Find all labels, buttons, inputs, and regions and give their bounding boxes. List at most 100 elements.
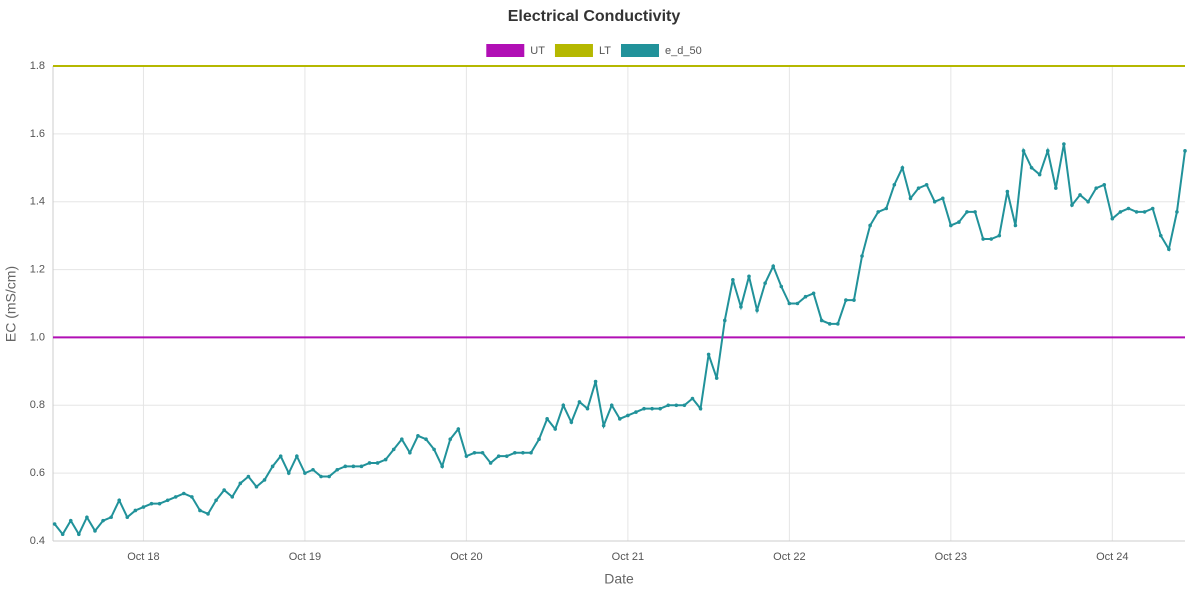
data-point — [85, 515, 89, 520]
data-point — [214, 498, 218, 503]
data-point — [77, 532, 81, 537]
data-point — [763, 281, 767, 285]
data-point — [319, 474, 323, 479]
data-point — [634, 410, 638, 414]
legend-label: LT — [599, 45, 611, 57]
data-point — [811, 291, 816, 296]
data-point — [1142, 210, 1147, 214]
data-point — [1094, 186, 1098, 190]
data-point — [416, 434, 420, 438]
data-point — [561, 403, 566, 408]
data-point — [165, 498, 170, 503]
data-point — [456, 427, 461, 431]
data-point — [295, 454, 299, 458]
y-tick-label: 1.8 — [30, 60, 45, 72]
data-point — [351, 464, 356, 469]
data-point — [989, 237, 994, 241]
data-point — [254, 484, 259, 489]
data-point — [884, 206, 889, 211]
legend-swatch — [486, 44, 525, 57]
y-tick-label: 0.6 — [30, 467, 45, 479]
data-point — [335, 467, 340, 472]
data-point — [940, 196, 945, 201]
data-point — [795, 301, 800, 306]
data-point — [836, 322, 840, 326]
data-point — [819, 318, 824, 323]
data-point — [779, 284, 784, 289]
data-point — [1158, 233, 1163, 238]
data-point — [965, 210, 969, 214]
data-point — [601, 423, 606, 428]
data-point — [1175, 210, 1179, 214]
data-point — [117, 498, 122, 503]
data-point — [827, 322, 832, 326]
chart-title: Electrical Conductivity — [508, 8, 681, 25]
data-point — [206, 512, 210, 516]
x-tick-label: Oct 21 — [612, 551, 644, 563]
data-point — [771, 264, 776, 268]
data-point — [440, 464, 444, 469]
data-point — [173, 495, 178, 499]
data-point — [626, 413, 630, 418]
data-point — [981, 237, 985, 241]
data-point — [1070, 203, 1074, 207]
plot-area — [52, 65, 1187, 537]
data-point — [682, 403, 687, 408]
data-point — [1005, 189, 1010, 194]
data-point — [424, 437, 428, 442]
data-point — [892, 182, 897, 187]
data-point — [787, 301, 792, 306]
data-point — [1045, 149, 1050, 153]
data-point — [521, 450, 525, 455]
data-point — [448, 437, 453, 442]
x-tick-label: Oct 24 — [1096, 551, 1128, 563]
data-point — [375, 461, 380, 465]
y-axis-title: EC (mS/cm) — [3, 266, 19, 342]
data-point — [367, 461, 372, 465]
y-tick-label: 0.8 — [30, 399, 45, 411]
data-point — [609, 403, 614, 408]
data-point — [690, 396, 695, 401]
data-point — [198, 508, 202, 513]
data-point — [68, 518, 73, 523]
data-point — [739, 305, 743, 309]
data-point — [1021, 149, 1026, 153]
data-point — [1167, 247, 1171, 252]
data-point — [383, 457, 388, 462]
data-point — [593, 379, 598, 384]
data-point — [916, 186, 921, 190]
data-point — [650, 406, 654, 411]
data-point — [238, 481, 243, 486]
data-point — [1086, 199, 1090, 204]
legend-item: LT — [554, 44, 611, 57]
data-point — [618, 417, 622, 421]
data-point — [391, 447, 396, 452]
data-point — [860, 254, 864, 258]
data-point — [1126, 206, 1131, 211]
legend-swatch — [554, 44, 593, 57]
y-tick-label: 1.0 — [30, 331, 45, 343]
data-point — [1013, 223, 1018, 228]
data-point — [343, 464, 348, 469]
data-point — [722, 318, 727, 323]
data-point — [755, 308, 759, 313]
legend-label: UT — [530, 45, 545, 57]
data-point — [141, 505, 146, 509]
data-point — [359, 464, 364, 469]
data-point — [698, 406, 703, 411]
data-point — [270, 464, 275, 469]
y-tick-label: 1.4 — [30, 196, 45, 208]
data-point — [997, 233, 1002, 238]
data-point — [157, 501, 162, 506]
data-point — [488, 461, 493, 465]
legend: UT LT e_d_50 — [486, 44, 702, 57]
x-tick-label: Oct 19 — [289, 551, 321, 563]
data-point — [973, 210, 977, 214]
data-point — [480, 450, 485, 455]
data-point — [537, 437, 541, 442]
data-point — [876, 210, 880, 214]
legend-label: e_d_50 — [665, 45, 702, 57]
data-point — [278, 454, 283, 458]
data-point — [642, 406, 646, 411]
